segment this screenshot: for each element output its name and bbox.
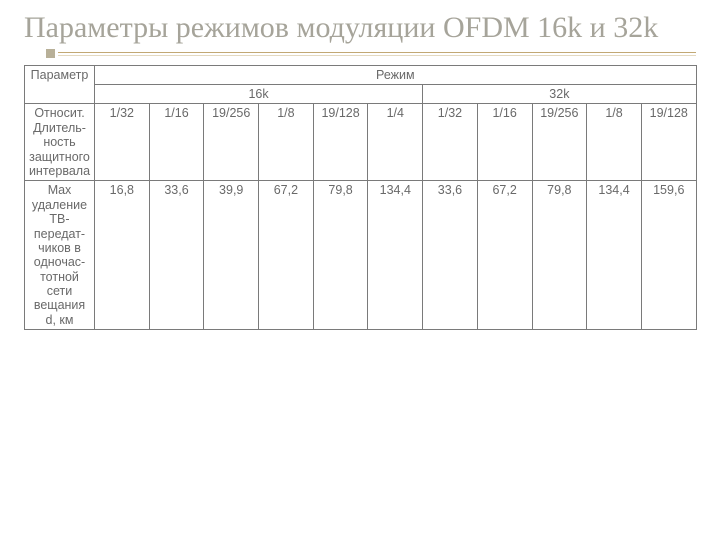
cell: 1/16: [477, 104, 532, 181]
cell: 19/256: [532, 104, 587, 181]
row-label-max-distance: Max удаление ТВ-передат-чиков в одночас-…: [25, 181, 95, 330]
cell: 1/4: [368, 104, 423, 181]
cell: 1/16: [149, 104, 204, 181]
table-row: Max удаление ТВ-передат-чиков в одночас-…: [25, 181, 697, 330]
ofdm-parameters-table: Параметр Режим 16k 32k Относит. Длитель-…: [24, 65, 697, 330]
cell: 33,6: [423, 181, 478, 330]
title-underline: [24, 49, 696, 59]
slide: Параметры режимов модуляции OFDM 16k и 3…: [0, 0, 720, 540]
row-label-guard-interval: Относит. Длитель-ность защитного интерва…: [25, 104, 95, 181]
cell: 19/128: [313, 104, 368, 181]
col-header-mode: Режим: [95, 66, 697, 85]
cell: 79,8: [532, 181, 587, 330]
slide-title: Параметры режимов модуляции OFDM 16k и 3…: [24, 10, 696, 45]
cell: 33,6: [149, 181, 204, 330]
underline-square-icon: [46, 49, 55, 58]
table-row: Относит. Длитель-ность защитного интерва…: [25, 104, 697, 181]
col-header-parameter: Параметр: [25, 66, 95, 104]
cell: 67,2: [477, 181, 532, 330]
cell: 79,8: [313, 181, 368, 330]
cell: 39,9: [204, 181, 259, 330]
underline-line-top: [58, 52, 696, 53]
cell: 16,8: [95, 181, 150, 330]
table-header-row-1: Параметр Режим: [25, 66, 697, 85]
cell: 19/128: [641, 104, 696, 181]
cell: 1/32: [95, 104, 150, 181]
table-header-row-2: 16k 32k: [25, 85, 697, 104]
col-header-32k: 32k: [423, 85, 697, 104]
cell: 19/256: [204, 104, 259, 181]
cell: 134,4: [368, 181, 423, 330]
cell: 1/32: [423, 104, 478, 181]
cell: 1/8: [587, 104, 642, 181]
cell: 67,2: [259, 181, 314, 330]
cell: 134,4: [587, 181, 642, 330]
underline-line-bottom: [58, 55, 696, 56]
col-header-16k: 16k: [95, 85, 423, 104]
cell: 1/8: [259, 104, 314, 181]
cell: 159,6: [641, 181, 696, 330]
